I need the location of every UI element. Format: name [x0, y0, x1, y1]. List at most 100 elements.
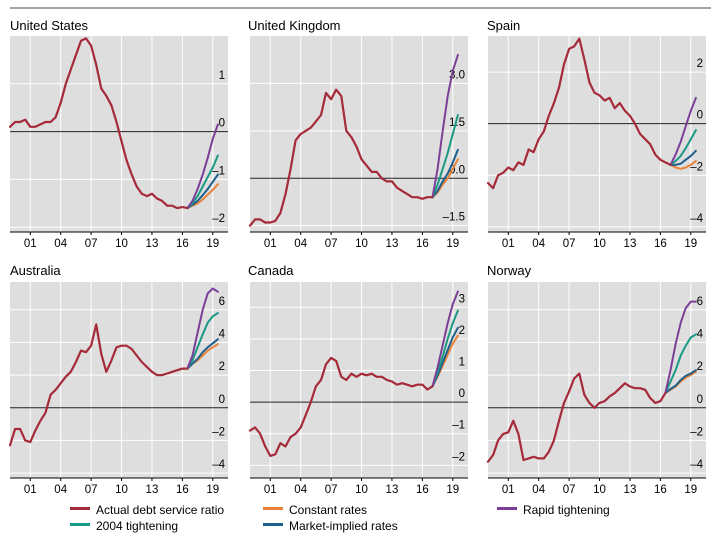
panel-3-x-tick-label: 04	[532, 238, 545, 250]
panel-3-title: Spain	[487, 18, 520, 33]
panel-6-x-tick-label: 19	[684, 484, 697, 496]
panel-5-series-tight2004	[431, 309, 459, 388]
panel-6-x-tick-label: 04	[532, 484, 545, 496]
panel-1-y-tick-label: –2	[212, 213, 225, 225]
panel-6-series-market	[664, 369, 697, 395]
panel-6-y-tick-label: 6	[697, 296, 703, 308]
panel-4-x-tick-label: 16	[176, 484, 189, 496]
panel-4-series-rapid	[186, 287, 219, 370]
legend-label-market: Market-implied rates	[289, 518, 398, 533]
panel-6-x-tick-label: 13	[624, 484, 637, 496]
panel-5-y-tick-label: –2	[452, 451, 465, 463]
panel-2-series-market	[431, 148, 459, 199]
panel-5-title: Canada	[248, 263, 294, 278]
panel-1-x-tick-label: 19	[206, 238, 219, 250]
panel-4-y-tick-label: 2	[219, 361, 225, 373]
panel-4-x-tick-label: 07	[85, 484, 98, 496]
panel-2-x-tick-label: 16	[416, 238, 429, 250]
legend-swatch-constant	[263, 507, 283, 511]
panel-1-x-tick-label: 16	[176, 238, 189, 250]
panel-6-title: Norway	[487, 263, 532, 278]
panel-5-x-tick-label: 16	[416, 484, 429, 496]
panel-6-y-tick-label: 2	[697, 361, 703, 373]
legend-swatch-rapid	[497, 507, 517, 511]
legend-label-rapid: Rapid tightening	[523, 502, 610, 517]
panel-4-series-tight2004	[186, 312, 219, 370]
panel-3-series-actual	[486, 37, 672, 190]
panel-4-y-tick-label: –4	[212, 459, 225, 471]
legend-label-actual: Actual debt service ratio	[96, 502, 225, 517]
panel-6-y-tick-label: 0	[697, 394, 703, 406]
panel-1-series-market	[186, 173, 219, 210]
panel-5-y-tick-label: 2	[459, 325, 465, 337]
panel-5-x-tick-label: 13	[386, 484, 399, 496]
panel-4-x-tick-label: 04	[54, 484, 67, 496]
panel-4-series-actual	[8, 323, 189, 447]
panel-5-x-tick-label: 04	[294, 484, 307, 496]
panel-2-title: United Kingdom	[248, 18, 341, 33]
panel-1-y-tick-label: 0	[219, 118, 225, 130]
panel-6-series-actual	[486, 372, 667, 463]
panel-1-series-actual	[8, 37, 189, 210]
panel-3-series-constant	[669, 160, 697, 170]
panel-4-x-tick-label: 19	[206, 484, 219, 496]
panel-1-title: United States	[10, 18, 89, 33]
legend-swatch-actual	[70, 507, 90, 511]
panel-6-y-tick-label: –2	[690, 426, 703, 438]
panel-3-x-tick-label: 07	[563, 238, 576, 250]
panel-3-plot-area	[488, 36, 706, 232]
panel-2-x-tick-label: 01	[264, 238, 277, 250]
panel-2-y-tick-label: –1.5	[443, 212, 465, 224]
panel-5-x-tick-label: 19	[446, 484, 459, 496]
panel-4-x-tick-label: 10	[115, 484, 128, 496]
panel-3-series-market	[669, 149, 697, 166]
legend-item-actual: Actual debt service ratio	[70, 502, 224, 517]
legend-swatch-market	[263, 523, 283, 527]
panel-5-x-tick-label: 10	[355, 484, 368, 496]
panel-5-y-tick-label: 3	[459, 293, 465, 305]
panel-3-y-tick-label: –4	[690, 213, 703, 225]
panel-2-series-tight2004	[431, 114, 459, 199]
panel-6-x-tick-label: 01	[502, 484, 515, 496]
panel-3-y-tick-label: 0	[697, 110, 703, 122]
panel-4-y-tick-label: 0	[219, 394, 225, 406]
panel-1-series-tight2004	[186, 154, 219, 210]
panel-3-x-tick-label: 13	[624, 238, 637, 250]
panel-6-y-tick-label: 4	[697, 328, 704, 340]
panel-4-series-market	[186, 338, 219, 370]
panel-1-x-tick-label: 13	[146, 238, 159, 250]
panel-3-series-rapid	[669, 96, 697, 166]
panel-4-x-tick-label: 01	[24, 484, 37, 496]
panel-3-y-tick-label: –2	[690, 161, 703, 173]
panel-1-y-tick-label: –1	[212, 165, 225, 177]
panel-5-series-actual	[248, 356, 434, 457]
panel-1-x-tick-label: 10	[115, 238, 128, 250]
panel-5-y-tick-label: 1	[459, 357, 465, 369]
panel-6-series-tight2004	[664, 333, 697, 395]
panel-6-x-tick-label: 10	[593, 484, 606, 496]
panel-3-x-tick-label: 19	[684, 238, 697, 250]
panel-1-series-rapid	[186, 123, 219, 210]
panel-3-x-tick-label: 01	[502, 238, 515, 250]
panel-2-x-tick-label: 19	[446, 238, 459, 250]
legend-item-2004-tightening: 2004 tightening	[70, 518, 178, 533]
panel-2-x-tick-label: 07	[325, 238, 338, 250]
panel-6-plot-area	[488, 282, 706, 478]
panel-3-series-tight2004	[669, 129, 697, 166]
panel-5-x-tick-label: 01	[264, 484, 277, 496]
panel-6-y-tick-label: –4	[690, 459, 703, 471]
panel-3-x-tick-label: 16	[654, 238, 667, 250]
panel-4-plot-area	[10, 282, 228, 478]
legend-item-market: Market-implied rates	[263, 518, 398, 533]
panel-6-series-rapid	[664, 300, 697, 395]
panel-2-plot-area	[250, 36, 468, 232]
panel-5-series-rapid	[431, 290, 459, 388]
legend-item-constant: Constant rates	[263, 502, 367, 517]
panel-5-x-tick-label: 07	[325, 484, 338, 496]
legend: Actual debt service ratio 2004 tightenin…	[0, 500, 721, 540]
panel-2-x-tick-label: 10	[355, 238, 368, 250]
panel-2-y-tick-label: 1.5	[449, 117, 465, 129]
legend-label-constant: Constant rates	[289, 502, 368, 517]
legend-item-rapid: Rapid tightening	[497, 502, 610, 517]
